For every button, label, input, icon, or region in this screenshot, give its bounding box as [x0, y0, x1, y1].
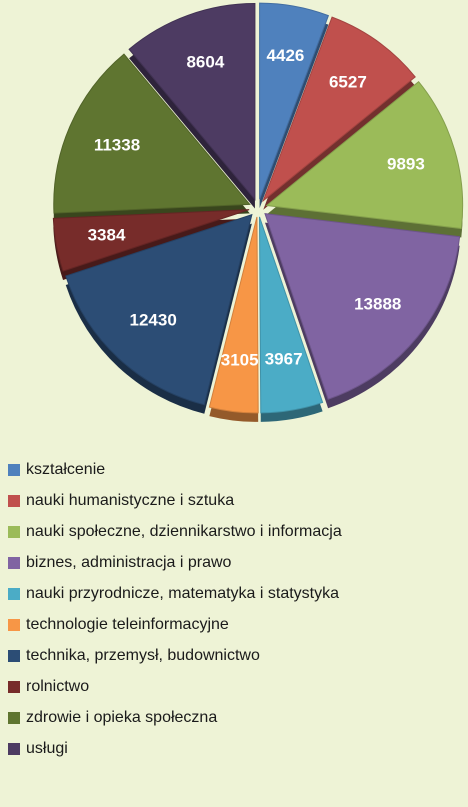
legend-swatch [8, 557, 20, 569]
legend-swatch [8, 743, 20, 755]
legend-label: usługi [26, 740, 68, 757]
slice [208, 216, 259, 414]
slice [65, 213, 253, 406]
slice [265, 81, 464, 230]
legend-label: zdrowie i opieka społeczna [26, 709, 217, 726]
legend-label: biznes, administracja i prawo [26, 554, 232, 571]
slice [52, 209, 250, 272]
data-label: 6527 [329, 72, 367, 91]
data-label: 13888 [354, 294, 401, 313]
slice [128, 3, 256, 201]
legend-swatch [8, 495, 20, 507]
legend-label: technologie teleinformacyjne [26, 616, 229, 633]
legend-swatch [8, 588, 20, 600]
legend-swatch [8, 526, 20, 538]
data-label: 11338 [94, 135, 140, 154]
legend-swatch [8, 712, 20, 724]
legend-swatch [8, 650, 20, 662]
legend-swatch [8, 619, 20, 631]
legend-label: technika, przemysł, budownictwo [26, 647, 260, 664]
slice [53, 53, 251, 214]
data-label: 3105 [221, 350, 259, 369]
data-label: 3967 [265, 349, 303, 368]
slice [259, 2, 330, 200]
legend-label: nauki humanistyczne i sztuka [26, 492, 234, 509]
slice [262, 16, 416, 203]
legend-swatch [8, 464, 20, 476]
slice [264, 213, 461, 400]
data-label: 3384 [88, 225, 126, 244]
slice [258, 216, 324, 414]
legend-label: kształcenie [26, 461, 105, 478]
data-label: 8604 [186, 53, 224, 72]
data-label: 12430 [130, 310, 177, 329]
legend-swatch [8, 681, 20, 693]
legend-label: rolnictwo [26, 678, 89, 695]
data-label: 4426 [267, 46, 305, 65]
legend-label: nauki przyrodnicze, matematyka i statyst… [26, 585, 339, 602]
data-label: 9893 [387, 155, 425, 174]
legend-label: nauki społeczne, dziennikarstwo i inform… [26, 523, 342, 540]
